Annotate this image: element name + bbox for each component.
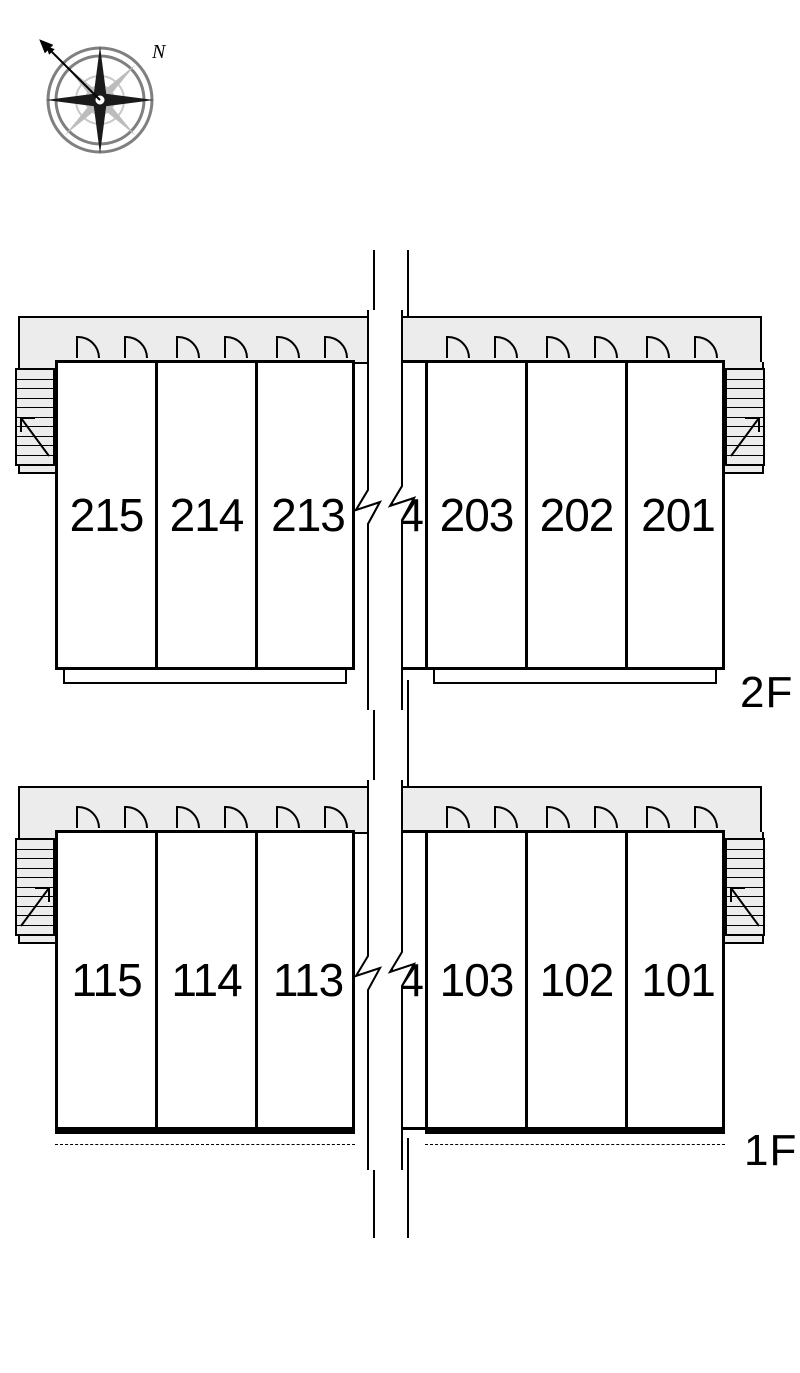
ground-line-1f-left [55, 1130, 355, 1145]
unit-block-1f-right: 103 102 101 [425, 830, 725, 1130]
door-icon [646, 806, 670, 828]
break-line-1f [348, 780, 432, 1170]
compass-rose: N [30, 20, 190, 185]
unit-block-2f-left: 215 214 213 [55, 360, 355, 670]
door-icon [646, 336, 670, 358]
compass-svg: N [30, 20, 190, 180]
door-icon [594, 336, 618, 358]
door-icon [494, 336, 518, 358]
unit-label: 201 [641, 488, 715, 542]
unit-114: 114 [158, 833, 258, 1127]
door-icon [276, 336, 300, 358]
stairs-right-1f [725, 838, 765, 936]
floor-2f: 215 214 213 4 203 202 [0, 320, 800, 700]
floor-1f: 115 114 113 4 103 102 101 [0, 790, 800, 1170]
unit-103: 103 [428, 833, 528, 1127]
unit-113: 113 [258, 833, 358, 1127]
door-icon [494, 806, 518, 828]
stub-2f-b [407, 250, 409, 316]
unit-203: 203 [428, 363, 528, 667]
floor-label-2f: 2F [740, 668, 793, 718]
ground-line-1f-right [425, 1130, 725, 1145]
unit-115: 115 [58, 833, 158, 1127]
door-icon [224, 336, 248, 358]
floor-label-1f: 1F [744, 1126, 797, 1176]
door-icon [694, 336, 718, 358]
unit-213: 213 [258, 363, 358, 667]
unit-label: 202 [540, 488, 614, 542]
stub-2f-a [373, 250, 375, 316]
door-icon [446, 336, 470, 358]
unit-215: 215 [58, 363, 158, 667]
stairs-right-2f [725, 368, 765, 466]
door-icon [76, 336, 100, 358]
unit-102: 102 [528, 833, 628, 1127]
door-icon [76, 806, 100, 828]
unit-202: 202 [528, 363, 628, 667]
door-icon [176, 336, 200, 358]
compass-north-label: N [151, 41, 167, 63]
door-icon [546, 336, 570, 358]
unit-block-2f-right: 203 202 201 [425, 360, 725, 670]
balcony-2f-right [433, 670, 717, 684]
door-icon [224, 806, 248, 828]
unit-label: 113 [273, 953, 343, 1007]
unit-label: 214 [170, 488, 244, 542]
door-icon [324, 336, 348, 358]
unit-label: 114 [171, 953, 241, 1007]
door-icon [546, 806, 570, 828]
door-icon [176, 806, 200, 828]
door-icon [124, 336, 148, 358]
door-icon [276, 806, 300, 828]
unit-101: 101 [628, 833, 728, 1127]
stairs-left-1f [15, 838, 55, 936]
balcony-2f-left [63, 670, 347, 684]
unit-201: 201 [628, 363, 728, 667]
break-line-2f [348, 310, 432, 710]
door-icon [694, 806, 718, 828]
unit-block-1f-left: 115 114 113 [55, 830, 355, 1130]
unit-label: 213 [271, 488, 345, 542]
unit-214: 214 [158, 363, 258, 667]
floorplan-canvas: N 215 214 [0, 0, 800, 1373]
unit-label: 103 [440, 953, 514, 1007]
unit-label: 101 [641, 953, 715, 1007]
door-icon [446, 806, 470, 828]
unit-label: 215 [70, 488, 144, 542]
stairs-left-2f [15, 368, 55, 466]
unit-label: 115 [71, 953, 141, 1007]
unit-label: 102 [540, 953, 614, 1007]
door-icon [594, 806, 618, 828]
door-icon [124, 806, 148, 828]
unit-label: 203 [440, 488, 514, 542]
door-icon [324, 806, 348, 828]
